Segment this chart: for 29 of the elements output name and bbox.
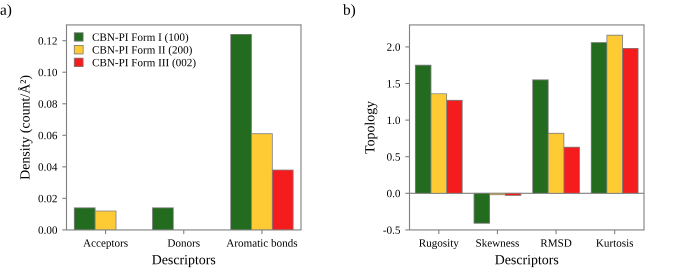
x-tick-label: Acceptors	[83, 239, 128, 250]
x-tick-label: Rugosity	[419, 239, 459, 250]
legend-label: CBN-PI Form I (100)	[92, 33, 188, 44]
x-tick-label: Skewness	[476, 238, 519, 247]
chart-title: a)	[0, 4, 12, 18]
y-tick-label: -0.5	[383, 226, 400, 234]
legend-label: CBN-PI Form II (200)	[92, 46, 192, 56]
y-tick-label: 2.0	[387, 43, 400, 51]
x-axis-title: Descriptors	[152, 255, 216, 268]
y-tick-label: 0.5	[387, 153, 400, 161]
y-tick-label: 1.0	[388, 116, 400, 124]
y-tick-label: 0.10	[38, 68, 58, 76]
x-tick-label: Donors	[168, 239, 200, 247]
y-tick-label: 0.00	[38, 226, 58, 234]
y-tick-label: 0.08	[38, 100, 58, 108]
y-axis-title: Density (count/Å²)	[18, 76, 32, 180]
x-tick-label: RMSD	[540, 239, 572, 247]
y-tick-label: 0.06	[38, 132, 58, 140]
y-tick-label: 1.5	[388, 80, 400, 88]
chart-title: b)	[343, 4, 356, 18]
y-tick-label: 0.04	[38, 163, 58, 171]
y-axis-title: Topology	[364, 100, 378, 154]
y-tick-label: 0.02	[38, 194, 57, 202]
x-tick-label: Aromatic bonds	[226, 238, 298, 247]
y-tick-label: 0.12	[38, 37, 57, 45]
x-tick-label: Kurtosis	[596, 239, 634, 247]
y-tick-label: 0.0	[387, 190, 400, 198]
x-axis-title: Descriptors	[495, 255, 558, 268]
legend-label: CBN-PI Form III (002)	[92, 58, 196, 69]
